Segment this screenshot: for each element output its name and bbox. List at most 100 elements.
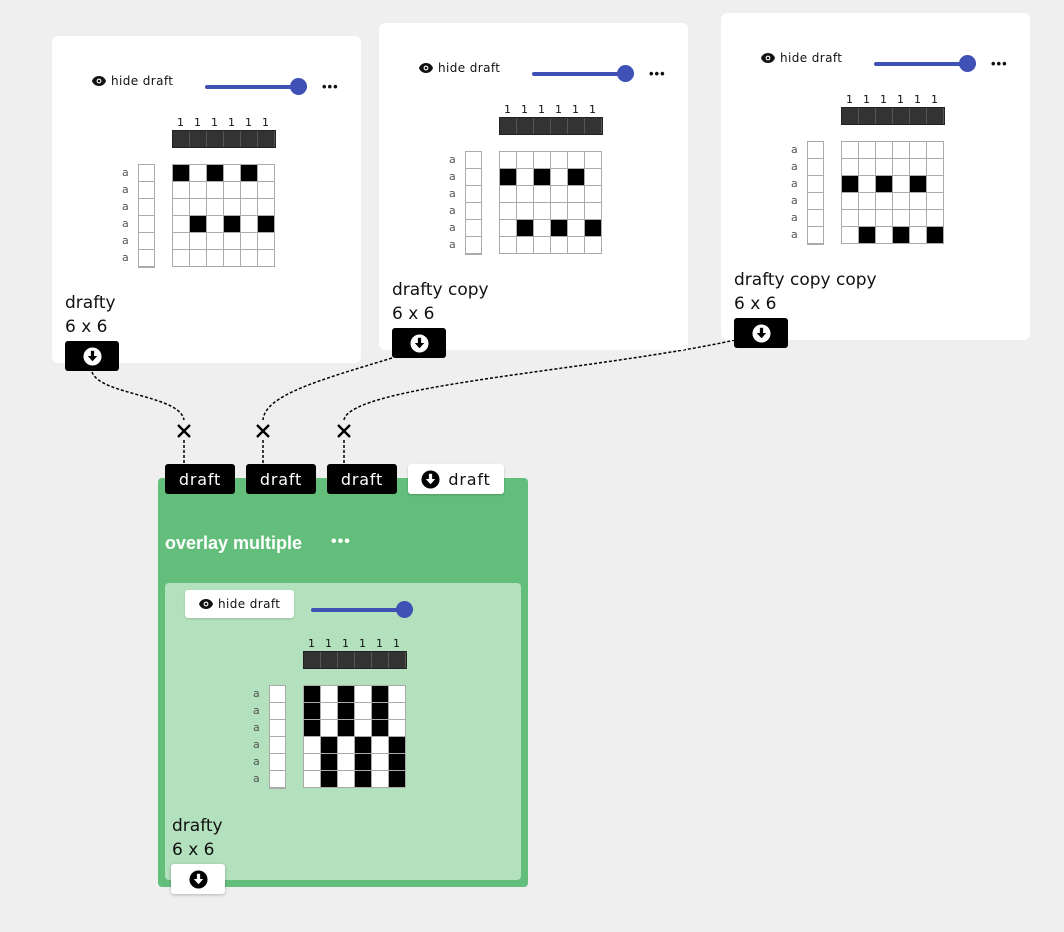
drawdown-cell[interactable] [355,737,372,754]
drawdown-cell[interactable] [258,165,275,182]
drawdown-cell[interactable] [207,216,224,233]
warp-system-cell[interactable] [927,108,944,124]
warp-system-cell[interactable] [173,131,190,147]
drawdown-cell[interactable] [568,169,585,186]
drawdown-cell[interactable] [338,754,355,771]
drawdown-cell[interactable] [173,250,190,267]
drawdown-cell[interactable] [893,176,910,193]
weft-system-cell[interactable] [808,227,823,244]
drawdown-cell[interactable] [859,142,876,159]
drawdown-cell[interactable] [859,227,876,244]
drawdown-cell[interactable] [389,737,406,754]
drawdown-cell[interactable] [304,686,321,703]
drawdown-cell[interactable] [372,720,389,737]
drawdown-cell[interactable] [224,233,241,250]
drawdown-cell[interactable] [534,237,551,254]
drawdown-cell[interactable] [321,771,338,788]
drawdown-cell[interactable] [893,142,910,159]
drawdown-cell[interactable] [568,203,585,220]
disconnect-x-icon[interactable] [255,423,271,439]
drawdown-cell[interactable] [355,686,372,703]
drawdown-cell[interactable] [355,754,372,771]
drawdown-cell[interactable] [876,210,893,227]
view-slider[interactable] [311,601,413,619]
drawdown-cell[interactable] [534,186,551,203]
drawdown-cell[interactable] [859,210,876,227]
weft-system-cell[interactable] [139,216,154,233]
warp-system-cell[interactable] [355,652,372,668]
drawdown-cell[interactable] [910,193,927,210]
inlet-draft-3[interactable]: draft [327,464,397,494]
drawdown-cell[interactable] [338,771,355,788]
warp-system-cell[interactable] [372,652,389,668]
drawdown-cell[interactable] [893,193,910,210]
drawdown-cell[interactable] [893,159,910,176]
weft-system-cell[interactable] [139,182,154,199]
drawdown-cell[interactable] [173,216,190,233]
drawdown-cell[interactable] [551,237,568,254]
drawdown-cell[interactable] [241,165,258,182]
view-slider[interactable] [874,55,976,73]
drawdown-cell[interactable] [927,193,944,210]
drawdown-cell[interactable] [389,754,406,771]
drawdown-cell[interactable] [910,210,927,227]
weft-system-cell[interactable] [139,250,154,267]
weft-system-cell[interactable] [139,165,154,182]
slider-thumb[interactable] [396,601,413,618]
weft-system-cell[interactable] [466,152,481,169]
drawdown-cell[interactable] [534,203,551,220]
more-menu-button[interactable]: ••• [322,79,339,94]
drawdown-cell[interactable] [372,771,389,788]
drawdown-cell[interactable] [241,250,258,267]
drawdown-cell[interactable] [842,210,859,227]
drawdown-cell[interactable] [876,159,893,176]
drawdown-cell[interactable] [355,720,372,737]
weft-system-cell[interactable] [466,203,481,220]
drawdown-cell[interactable] [338,686,355,703]
warp-system-cell[interactable] [859,108,876,124]
drawdown-cell[interactable] [173,199,190,216]
drawdown-cell[interactable] [304,771,321,788]
hide-draft-button[interactable]: hide draft [185,590,295,618]
drawdown-cell[interactable] [551,186,568,203]
drawdown-cell[interactable] [517,237,534,254]
drawdown-cell[interactable] [568,220,585,237]
drawdown-cell[interactable] [842,193,859,210]
drawdown-cell[interactable] [893,227,910,244]
drawdown-cell[interactable] [927,159,944,176]
warp-system-cell[interactable] [224,131,241,147]
drawdown-cell[interactable] [893,210,910,227]
drawdown-cell[interactable] [372,703,389,720]
drawdown-cell[interactable] [500,220,517,237]
drawdown-cell[interactable] [241,199,258,216]
warp-system-cell[interactable] [321,652,338,668]
drawdown-cell[interactable] [207,165,224,182]
warp-system-cell[interactable] [338,652,355,668]
drawdown-cell[interactable] [321,720,338,737]
drawdown-cell[interactable] [585,203,602,220]
drawdown-cell[interactable] [224,165,241,182]
warp-system-cell[interactable] [517,118,534,134]
drawdown-cell[interactable] [517,203,534,220]
drawdown-cell[interactable] [207,250,224,267]
disconnect-x-icon[interactable] [176,423,192,439]
drawdown-cell[interactable] [910,176,927,193]
drawdown-cell[interactable] [207,199,224,216]
drawdown-cell[interactable] [859,193,876,210]
drawdown-cell[interactable] [304,737,321,754]
drawdown-cell[interactable] [551,220,568,237]
drawdown-cell[interactable] [517,220,534,237]
drawdown-cell[interactable] [585,220,602,237]
hide-draft-button[interactable]: hide draft [419,61,500,75]
view-slider[interactable] [532,65,634,83]
warp-system-cell[interactable] [500,118,517,134]
warp-system-cell[interactable] [389,652,406,668]
operation-more-button[interactable]: ••• [331,533,351,550]
drawdown-cell[interactable] [927,176,944,193]
drawdown-cell[interactable] [876,176,893,193]
drawdown-cell[interactable] [372,737,389,754]
drawdown-cell[interactable] [551,169,568,186]
drawdown-cell[interactable] [842,159,859,176]
drawdown-cell[interactable] [842,176,859,193]
